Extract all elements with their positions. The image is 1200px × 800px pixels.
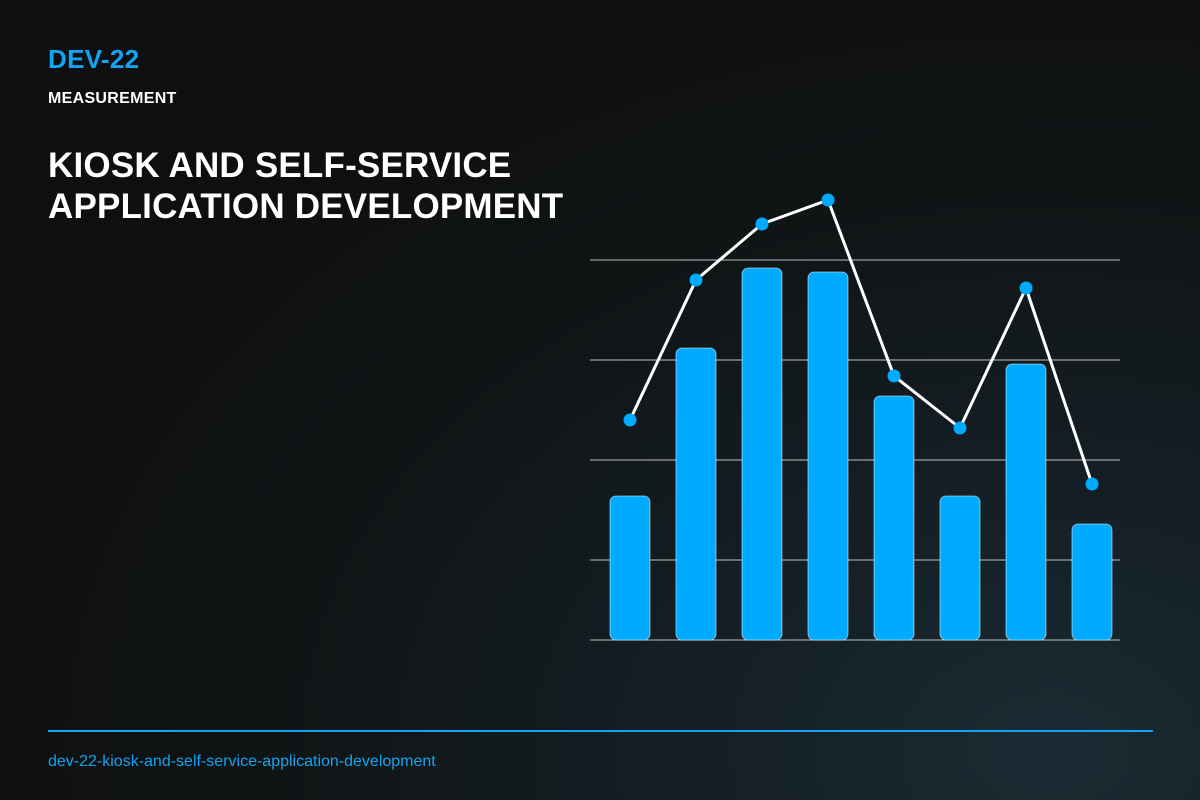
line-layer [628,198,1094,486]
bar-1 [609,495,651,641]
bar-2 [675,347,717,641]
line-point-7 [1019,281,1033,295]
page-title: KIOSK AND SELF-SERVICE APPLICATION DEVEL… [48,145,563,227]
line-point-8 [1085,477,1099,491]
bar-layer [609,267,1113,641]
bar-3 [741,267,783,641]
footer-divider [48,730,1153,732]
category-label: MEASUREMENT [48,90,177,107]
line-point-1 [623,413,637,427]
footer-slug: dev-22-kiosk-and-self-service-applicatio… [48,753,436,770]
bar-8 [1071,523,1113,641]
line-point-5 [887,369,901,383]
bar-7 [1005,363,1047,641]
bar-6 [939,495,981,641]
title-line-2: APPLICATION DEVELOPMENT [48,187,564,226]
point-layer [623,193,1099,491]
line-point-2 [689,273,703,287]
line-point-3 [755,217,769,231]
title-line-1: KIOSK AND SELF-SERVICE [48,146,512,185]
bar-4 [807,271,849,641]
line-point-6 [953,421,967,435]
page-code: DEV-22 [48,44,140,74]
line-point-4 [821,193,835,207]
bar-5 [873,395,915,641]
series-line [628,198,1094,486]
